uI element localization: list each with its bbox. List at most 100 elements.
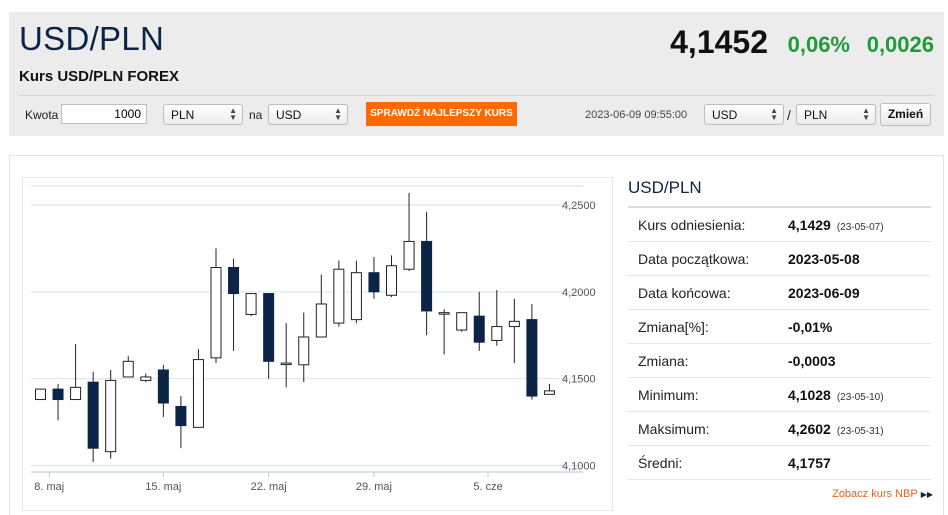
stat-value: 4,1028 (23-05-10) (788, 387, 884, 403)
candle-body-up (456, 312, 468, 331)
candle-body-up (192, 359, 204, 428)
x-tick-label: 15. maj (145, 481, 181, 493)
stat-value: 4,1757 (788, 455, 831, 471)
candle-body-up (210, 266, 222, 359)
candle-body-up (280, 362, 292, 366)
nbp-rate-link[interactable]: Zobacz kurs NBP ▶▶ (832, 488, 933, 500)
change-percent: 0,06% (787, 32, 850, 57)
y-tick-label: 4,2500 (562, 200, 596, 212)
stat-value-text: 4,1757 (788, 455, 831, 471)
candle-body-down (52, 388, 64, 401)
select-arrows-icon: ▲ ▼ (862, 106, 870, 122)
select-arrows-icon: ▲ ▼ (229, 106, 237, 122)
stat-value: 2023-06-09 (788, 285, 860, 301)
check-best-rate-button[interactable]: SPRAWDŹ NAJLEPSZY KURS (366, 102, 517, 126)
header-divider (19, 95, 934, 96)
amount-label: Kwota (25, 108, 59, 122)
candle-body-down (228, 266, 240, 295)
stats-row: Średni: 4,1757 (628, 446, 931, 480)
stat-label: Minimum: (638, 387, 699, 403)
stat-date: (23-05-31) (836, 426, 884, 437)
candle-body-down (473, 315, 485, 343)
stat-value: 4,1429 (23-05-07) (788, 217, 884, 233)
quote-timestamp: 2023-06-09 09:55:00 (585, 109, 688, 121)
stats-table: Kurs odniesienia: 4,1429 (23-05-07) Data po… (628, 206, 931, 480)
candle-body-up (350, 272, 362, 321)
pair-separator: / (787, 107, 791, 123)
stat-label: Zmiana[%]: (638, 319, 709, 335)
stats-row: Data początkowa: 2023-05-08 (628, 242, 931, 276)
candle-body-up (386, 265, 397, 296)
stat-value: 4,2602 (23-05-31) (788, 421, 884, 437)
candle-body-up (35, 388, 46, 401)
candle-body-up (140, 376, 152, 381)
stat-value-text: -0,01% (788, 319, 833, 335)
page-subtitle: Kurs USD/PLN FOREX (19, 68, 180, 85)
y-tick-label: 4,1000 (562, 461, 596, 473)
stats-title: USD/PLN (628, 178, 702, 197)
stat-value-text: 4,2602 (788, 421, 831, 437)
base-currency-value: USD (712, 108, 738, 122)
stat-value: -0,0003 (788, 353, 835, 369)
candle-body-up (105, 379, 117, 453)
stat-label: Średni: (638, 455, 683, 471)
stat-label: Data końcowa: (638, 285, 731, 301)
x-tick-label: 5. cze (473, 481, 502, 493)
y-tick-label: 4,1500 (562, 374, 596, 386)
double-arrow-right-icon: ▶▶ (920, 490, 933, 499)
candle-body-up (70, 386, 82, 401)
candle-body-up (491, 326, 503, 341)
stats-row: Data końcowa: 2023-06-09 (628, 276, 931, 310)
chart-svg: 4,1000 4,1500 4,2000 4,2500 8. maj 15. maj 22.… (31, 185, 596, 493)
from-currency-value: PLN (171, 108, 195, 122)
stat-date: (23-05-10) (836, 392, 884, 403)
stats-row: Minimum: 4,1028 (23-05-10) (628, 378, 931, 412)
candle-body-down (368, 272, 380, 293)
candlestick-chart[interactable]: 4,1000 4,1500 4,2000 4,2500 8. maj 15. maj 22.… (22, 177, 613, 511)
select-arrows-icon: ▲ ▼ (334, 106, 342, 122)
page-title: USD/PLN (19, 20, 165, 57)
candle-body-down (526, 319, 538, 397)
candle-body-up (438, 312, 450, 315)
stat-label: Maksimum: (638, 421, 710, 437)
stat-value: 2023-05-08 (788, 251, 860, 267)
x-tick-label: 29. maj (356, 481, 392, 493)
quote-currency-select[interactable]: PLN ▲ ▼ (796, 104, 876, 125)
candle-body-up (333, 268, 345, 324)
to-currency-select[interactable]: USD ▲ ▼ (268, 104, 348, 125)
candle-body-down (263, 293, 275, 362)
swap-button[interactable]: Zmień (880, 103, 931, 126)
y-tick-label: 4,2000 (562, 287, 596, 299)
candle-body-down (175, 405, 187, 427)
stat-date: (23-05-07) (836, 222, 884, 233)
stat-label: Kurs odniesienia: (638, 217, 746, 233)
to-currency-value: USD (276, 108, 302, 122)
candle-body-up (508, 320, 520, 328)
nbp-link-text: Zobacz kurs NBP (832, 488, 918, 500)
stats-row: Zmiana[%]: -0,01% (628, 310, 931, 344)
stat-value: -0,01% (788, 319, 832, 335)
candle-body-down (157, 369, 169, 404)
quote-header: USD/PLN Kurs USD/PLN FOREX 4,1452 0,06% … (9, 12, 944, 136)
change-absolute: 0,0026 (866, 32, 934, 57)
candle-body-up (543, 390, 555, 395)
amount-input[interactable] (61, 104, 147, 124)
stat-value-text: 2023-05-08 (788, 251, 860, 267)
select-arrows-icon: ▲ ▼ (770, 106, 778, 122)
stat-label: Data początkowa: (638, 251, 750, 267)
candle-body-up (298, 336, 310, 366)
candle-body-down (421, 240, 433, 312)
from-currency-select[interactable]: PLN ▲ ▼ (163, 104, 243, 125)
stats-row: Kurs odniesienia: 4,1429 (23-05-07) (628, 208, 931, 242)
base-currency-select[interactable]: USD ▲ ▼ (704, 104, 784, 125)
stat-value-text: 2023-06-09 (788, 285, 860, 301)
stat-value-text: -0,0003 (788, 353, 836, 369)
stats-row: Maksimum: 4,2602 (23-05-31) (628, 412, 931, 446)
candle-body-up (122, 360, 134, 378)
candle-body-up (403, 240, 415, 270)
to-label: na (249, 108, 263, 122)
candle-body-up (245, 293, 257, 315)
current-rate: 4,1452 (670, 24, 768, 60)
stat-value-text: 4,1028 (788, 387, 831, 403)
candle-body-down (87, 381, 99, 449)
